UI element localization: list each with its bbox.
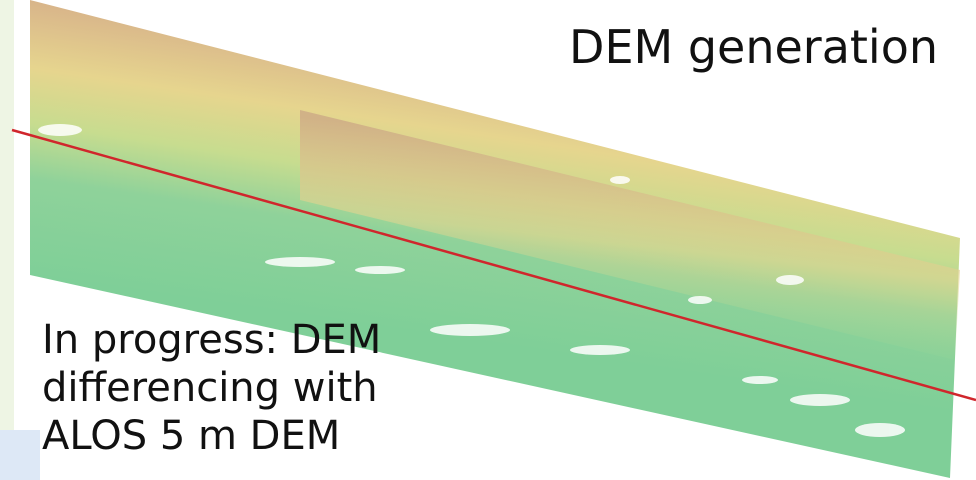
caption: In progress: DEM differencing with ALOS …: [42, 316, 381, 460]
caption-line: In progress: DEM: [42, 316, 381, 364]
slide-title: DEM generation: [569, 20, 938, 74]
caption-line: differencing with: [42, 364, 381, 412]
side-band: [0, 0, 14, 480]
slide: DEM generation In progress: DEM differen…: [0, 0, 976, 480]
caption-line: ALOS 5 m DEM: [42, 412, 381, 460]
corner-band: [0, 430, 40, 480]
